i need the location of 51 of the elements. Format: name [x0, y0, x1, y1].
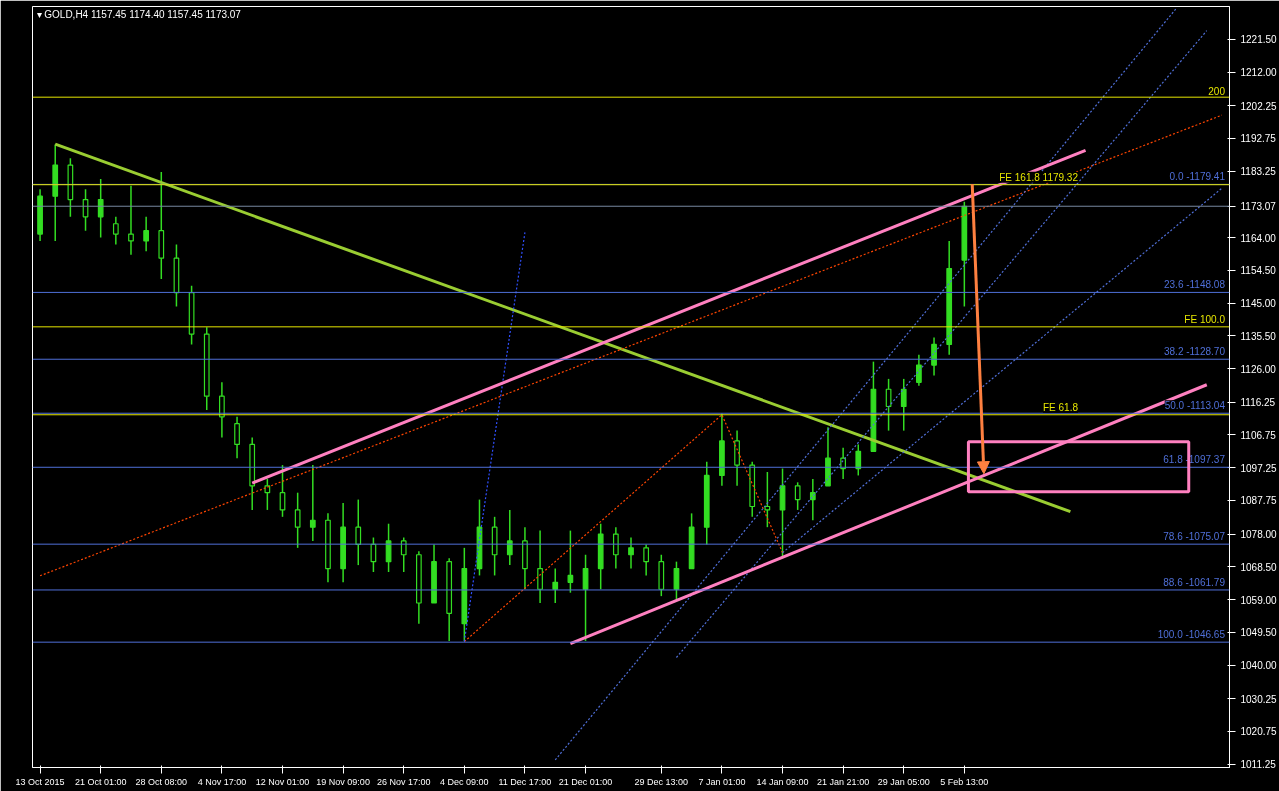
annotation: FE 61.8 — [1042, 401, 1079, 413]
y-tick-label: 1202.25 — [1240, 100, 1278, 112]
x-tick-label: 4 Nov 17:00 — [197, 776, 247, 787]
annotation: 200 — [1208, 86, 1226, 98]
annotation: 38.2 -1128.70 — [1163, 346, 1226, 358]
y-tick-label: 1164.00 — [1240, 232, 1277, 244]
y-tick-label: 1154.50 — [1240, 265, 1277, 277]
x-tick-label: 5 Feb 13:00 — [940, 776, 989, 787]
annotation: 78.6 -1075.07 — [1163, 531, 1226, 543]
x-tick-label: 11 Dec 17:00 — [498, 776, 552, 787]
y-tick-label: 1212.00 — [1240, 67, 1278, 79]
annotation: 100.0 -1046.65 — [1157, 629, 1226, 641]
annotation: FE 100.0 — [1184, 313, 1226, 325]
annotation: 0.0 -1179.41 — [1169, 171, 1226, 183]
y-tick-label: 1126.00 — [1240, 363, 1277, 375]
y-tick-label: 1145.00 — [1240, 298, 1277, 310]
annotation: 88.6 -1061.79 — [1163, 576, 1226, 588]
x-tick-label: 29 Dec 13:00 — [634, 776, 689, 787]
y-tick-label: 1116.25 — [1240, 397, 1276, 409]
y-tick-label: 1030.25 — [1240, 693, 1278, 705]
x-tick-label: 26 Nov 17:00 — [376, 776, 431, 787]
annotation: FE 161.8 1179.32 — [999, 171, 1079, 183]
y-tick-label: 1078.00 — [1240, 529, 1278, 541]
x-tick-label: 13 Oct 2015 — [15, 776, 65, 787]
y-tick-label: 1183.25 — [1240, 166, 1277, 178]
x-tick-label: 21 Oct 01:00 — [74, 776, 127, 787]
y-tick-label: 1173.07 — [1240, 201, 1277, 213]
x-tick-label: 7 Jan 01:00 — [698, 776, 746, 787]
x-tick-label: 29 Jan 05:00 — [877, 776, 930, 787]
annotation: 50.0 -1113.04 — [1164, 400, 1226, 412]
y-tick-label: 1011.25 — [1240, 759, 1277, 771]
chart-title: ▾ GOLD,H4 1157.45 1174.40 1157.45 1173.07 — [36, 8, 242, 20]
y-tick-label: 1135.50 — [1240, 330, 1277, 342]
x-tick-label: 12 Nov 01:00 — [255, 776, 310, 787]
x-tick-label: 4 Dec 09:00 — [440, 776, 489, 787]
y-tick-label: 1040.00 — [1240, 660, 1278, 672]
y-tick-label: 1087.75 — [1240, 495, 1278, 507]
y-tick-label: 1020.75 — [1240, 726, 1278, 738]
y-tick-label: 1221.50 — [1240, 34, 1278, 46]
y-tick-label: 1192.75 — [1240, 133, 1277, 145]
x-tick-label: 28 Oct 08:00 — [135, 776, 188, 787]
y-tick-label: 1059.00 — [1240, 594, 1278, 606]
y-tick-label: 1106.75 — [1240, 429, 1277, 441]
x-tick-label: 14 Jan 09:00 — [756, 776, 809, 787]
x-tick-label: 19 Nov 09:00 — [316, 776, 370, 787]
annotation: 23.6 -1148.08 — [1163, 279, 1226, 291]
y-tick-label: 1049.50 — [1240, 627, 1278, 639]
y-tick-label: 1097.25 — [1240, 462, 1278, 474]
x-tick-label: 21 Dec 01:00 — [558, 776, 613, 787]
y-tick-label: 1068.50 — [1240, 561, 1278, 573]
x-tick-label: 21 Jan 21:00 — [817, 776, 870, 787]
